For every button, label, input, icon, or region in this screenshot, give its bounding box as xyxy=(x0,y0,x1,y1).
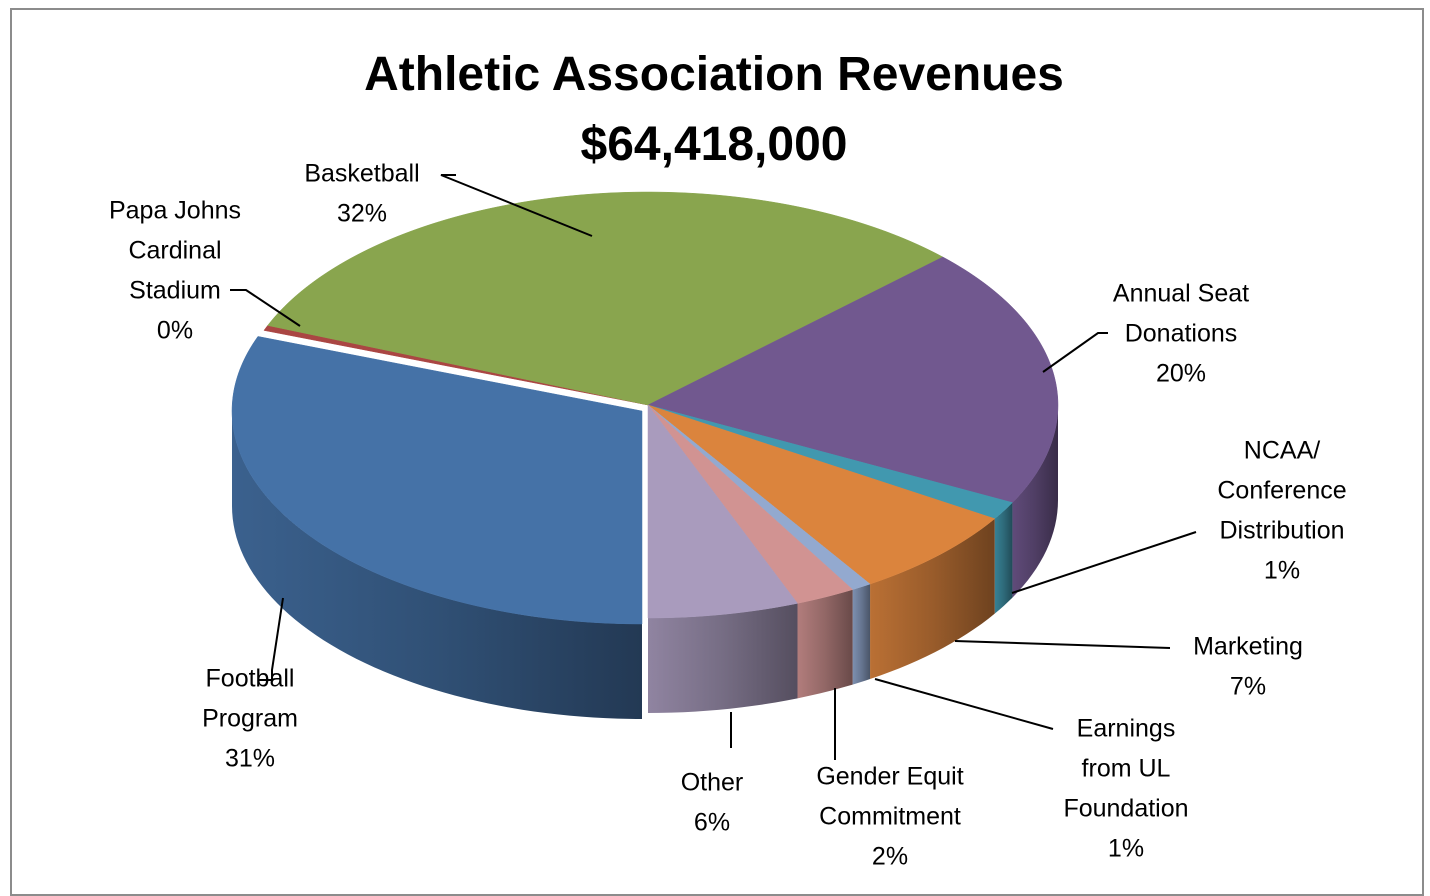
data-label-earnings-from-ul-foundation: Earnings xyxy=(1077,715,1176,743)
pie-group xyxy=(231,191,1059,719)
data-label-pct-other: 6% xyxy=(694,809,730,837)
slice-side-annual-seat-donations xyxy=(1012,405,1058,598)
data-label-pct-gender-equit-commitment: 2% xyxy=(872,843,908,871)
data-label-basketball: Basketball xyxy=(304,160,419,188)
data-label-pct-marketing: 7% xyxy=(1230,673,1266,701)
chart-title: Athletic Association Revenues xyxy=(364,48,1064,101)
slice-side-marketing xyxy=(870,518,995,680)
slice-side-earnings-from-ul-foundation xyxy=(852,584,871,685)
data-label-football-program: Program xyxy=(202,705,298,733)
slice-ncaa-conference-distribution xyxy=(647,404,1013,519)
data-label-gender-equit-commitment: Gender Equit xyxy=(816,763,963,791)
data-label-marketing: Marketing xyxy=(1193,633,1303,661)
slice-gender-equit-commitment xyxy=(647,404,854,604)
data-label-earnings-from-ul-foundation: from UL xyxy=(1082,755,1171,783)
leader-line-annual-seat-donations xyxy=(1042,332,1108,373)
slice-side-gender-equit-commitment xyxy=(797,589,853,699)
leader-line-papa-johns-cardinal-stadium xyxy=(230,289,301,327)
leader-line-marketing xyxy=(954,640,1171,649)
chart-subtitle: $64,418,000 xyxy=(581,118,848,171)
data-label-annual-seat-donations: Annual Seat xyxy=(1113,280,1249,308)
slice-annual-seat-donations xyxy=(647,256,1059,503)
data-label-football-program: Football xyxy=(206,665,295,693)
slice-marketing xyxy=(647,404,996,585)
data-label-earnings-from-ul-foundation: Foundation xyxy=(1063,795,1188,823)
slice-basketball xyxy=(267,191,944,406)
leader-line-basketball xyxy=(440,174,593,237)
data-label-other: Other xyxy=(681,769,744,797)
slice-football-program xyxy=(231,336,643,625)
data-label-pct-earnings-from-ul-foundation: 1% xyxy=(1108,835,1144,863)
data-label-papa-johns-cardinal-stadium: Stadium xyxy=(129,277,221,305)
data-label-annual-seat-donations: Donations xyxy=(1125,320,1238,348)
leader-line-earnings-from-ul-foundation xyxy=(874,678,1054,730)
slice-other xyxy=(647,404,798,619)
data-label-gender-equit-commitment: Commitment xyxy=(819,803,961,831)
data-label-pct-basketball: 32% xyxy=(337,200,387,228)
data-label-ncaa-conference-distribution: Distribution xyxy=(1219,517,1344,545)
leader-line-ncaa-conference-distribution xyxy=(1011,531,1197,594)
data-label-papa-johns-cardinal-stadium: Cardinal xyxy=(128,237,221,265)
data-label-pct-annual-seat-donations: 20% xyxy=(1156,360,1206,388)
slice-side-football-program xyxy=(232,411,642,719)
data-label-ncaa-conference-distribution: NCAA/ xyxy=(1244,437,1320,465)
label-group: Football Program 31% Papa Johns Cardinal Stad… xyxy=(109,160,1347,871)
slice-side-ncaa-conference-distribution xyxy=(994,502,1013,614)
data-label-papa-johns-cardinal-stadium: Papa Johns xyxy=(109,197,241,225)
data-label-pct-football-program: 31% xyxy=(225,745,275,773)
slice-side-other xyxy=(648,603,798,713)
leader-line-football-program xyxy=(258,597,284,681)
data-label-pct-ncaa-conference-distribution: 1% xyxy=(1264,557,1300,585)
data-label-ncaa-conference-distribution: Conference xyxy=(1217,477,1346,505)
data-label-pct-papa-johns-cardinal-stadium: 0% xyxy=(157,317,193,345)
